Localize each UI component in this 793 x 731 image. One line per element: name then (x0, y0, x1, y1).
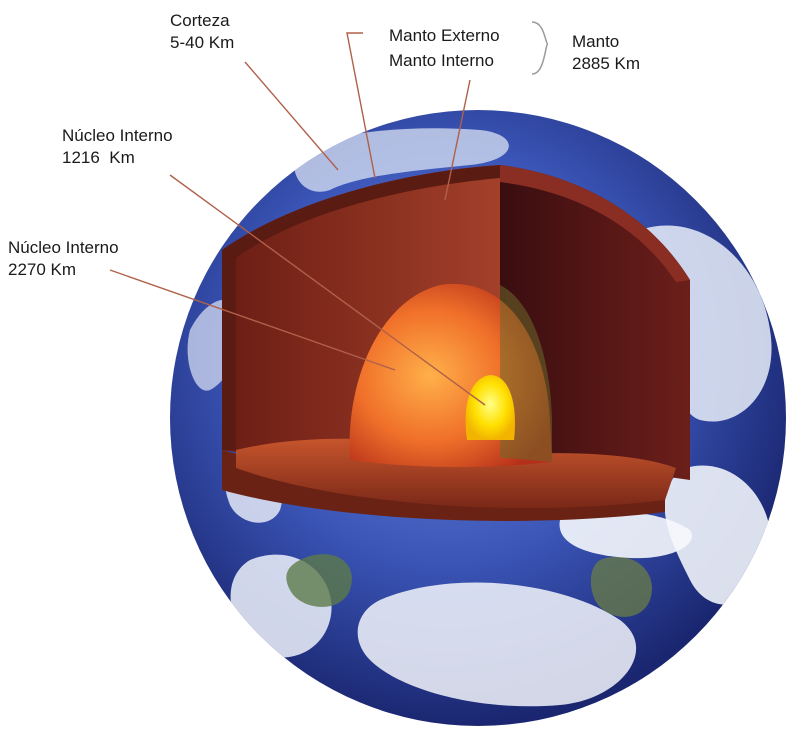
inner-core-label: Núcleo Interno 1216 Km (62, 125, 173, 169)
mantle-thickness: 2885 Km (572, 54, 641, 73)
outer-mantle-label: Manto Externo (389, 26, 500, 45)
outer-core-name: Núcleo Interno (8, 238, 119, 257)
outer-core-label: Núcleo Interno 2270 Km (8, 237, 119, 281)
crust-leader-line (244, 61, 339, 171)
crust-label: Corteza 5-40 Km (170, 10, 234, 54)
inner-core-name: Núcleo Interno (62, 126, 173, 145)
crust-band-right (500, 165, 690, 282)
inner-core (465, 375, 515, 440)
outer-core-thickness: 2270 Km (8, 260, 77, 279)
inner-mantle-leader-line (444, 79, 471, 201)
leader-lines (109, 32, 486, 406)
crust-name: Corteza (170, 11, 230, 30)
outer-core-leader-line (109, 269, 396, 371)
mantle-name: Manto (572, 32, 620, 51)
inner-core-radius: 1216 Km (62, 148, 135, 167)
crust-thickness: 5-40 Km (170, 33, 235, 52)
inner-mantle-label: Manto Interno (389, 51, 494, 70)
mantle-label: Manto 2885 Km (572, 31, 640, 75)
cutaway (222, 165, 690, 521)
mantle-brace (531, 21, 549, 75)
cut-floor (236, 438, 676, 509)
inner-core-leader-line (169, 174, 486, 406)
outer-mantle-leader-line (346, 32, 376, 179)
